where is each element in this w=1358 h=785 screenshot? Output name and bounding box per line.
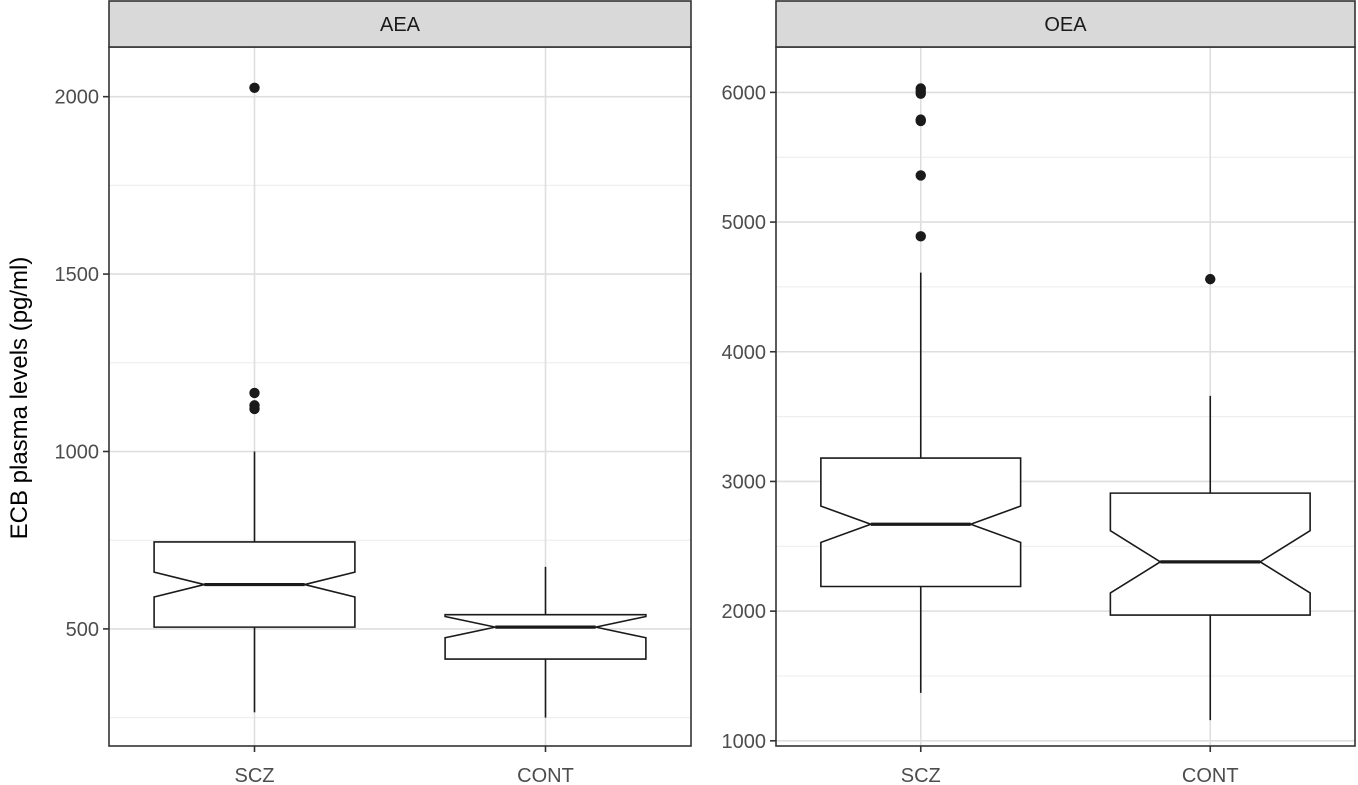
- y-tick-label: 2000: [55, 87, 100, 109]
- notched-box: [444, 613, 647, 660]
- outlier-point: [1205, 273, 1216, 285]
- outlier-point: [915, 170, 926, 181]
- facet-strip: [108, 0, 692, 48]
- panel-background: [776, 47, 1355, 746]
- outlier-point: [915, 231, 926, 242]
- outlier-point: [915, 83, 926, 94]
- x-tick-label: CONT: [1182, 765, 1239, 785]
- facet-aea: AEA 500 1000 1500 2000 SCZ CONT: [55, 0, 692, 785]
- y-tick-label: 4000: [722, 342, 767, 364]
- box-cont: [1109, 273, 1311, 721]
- outlier-point: [249, 82, 260, 94]
- x-tick-label: SCZ: [901, 765, 941, 785]
- outlier-point: [249, 387, 260, 399]
- x-tick-label: CONT: [517, 765, 574, 785]
- outlier-point: [249, 400, 260, 411]
- facet-strip-label: OEA: [1044, 14, 1087, 36]
- facet-strip-label: AEA: [380, 14, 421, 36]
- y-tick-label: 2000: [722, 601, 767, 623]
- box-cont: [444, 566, 647, 718]
- y-axis-title: ECB plasma levels (pg/ml): [6, 257, 33, 540]
- facet-oea: OEA 1000 2000 3000 4000 5000 6000 SCZ CONT: [722, 0, 1356, 785]
- y-tick-label: 6000: [722, 82, 767, 104]
- y-tick-label: 1500: [55, 264, 100, 286]
- box-scz: [820, 83, 1022, 693]
- y-tick-label: 500: [66, 619, 99, 641]
- notched-box: [820, 457, 1022, 588]
- outlier-point: [915, 114, 926, 125]
- y-tick-label: 3000: [722, 471, 767, 493]
- y-tick-label: 1000: [55, 441, 100, 463]
- x-tick-label: SCZ: [235, 765, 275, 785]
- y-tick-label: 5000: [722, 212, 767, 234]
- box-scz: [153, 82, 356, 713]
- facet-strip: [775, 0, 1356, 48]
- notched-box: [1109, 492, 1311, 616]
- y-tick-label: 1000: [722, 731, 767, 753]
